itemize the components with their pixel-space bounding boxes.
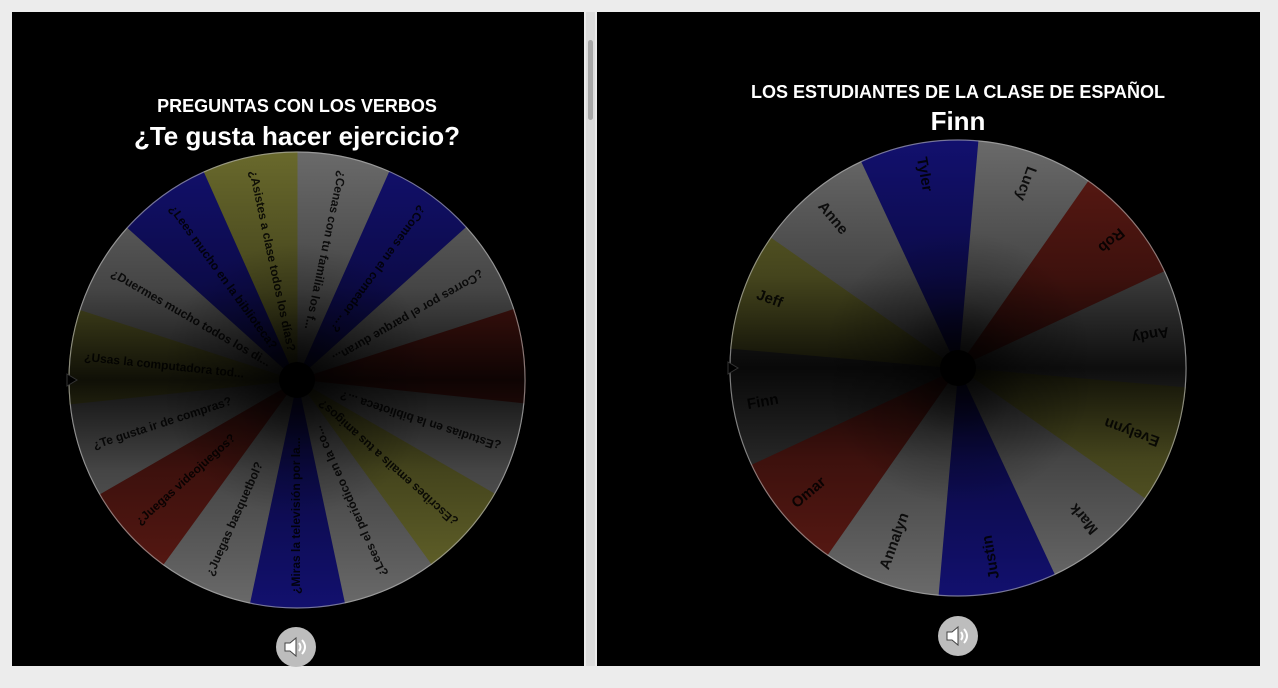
panel-divider[interactable] xyxy=(586,12,595,666)
left-wheel[interactable]: ¿Cenas con tu familia los f...¿Comes en … xyxy=(66,151,526,609)
wheel-hub xyxy=(279,362,315,398)
left-wheel-title: PREGUNTAS CON LOS VERBOS xyxy=(157,96,437,116)
wheel-pointer-icon xyxy=(727,361,739,375)
wheel-segment-label: Tyler xyxy=(913,156,936,193)
wheel-segment-label: Finn xyxy=(746,391,780,413)
speaker-icon xyxy=(946,625,968,647)
right-selected-student: Finn xyxy=(930,106,986,136)
right-wheel-title: LOS ESTUDIANTES DE LA CLASE DE ESPAÑOL xyxy=(750,82,1166,102)
speaker-icon xyxy=(284,636,306,658)
wheel-segment-label: ¿Miras la televisión por la... xyxy=(289,437,303,594)
wheel-pointer-icon xyxy=(66,373,78,387)
wheel-segment-label: Andy xyxy=(1130,323,1171,346)
left-sound-button[interactable] xyxy=(276,627,316,667)
left-selected-question: ¿Te gusta hacer ejercicio? xyxy=(133,121,461,151)
right-wheel[interactable]: LucyRobAndyEvelynnMarkJustinAnnalynOmarF… xyxy=(727,139,1187,597)
right-sound-button[interactable] xyxy=(938,616,978,656)
wheel-hub xyxy=(940,350,976,386)
scrollbar-thumb[interactable] xyxy=(588,40,593,120)
